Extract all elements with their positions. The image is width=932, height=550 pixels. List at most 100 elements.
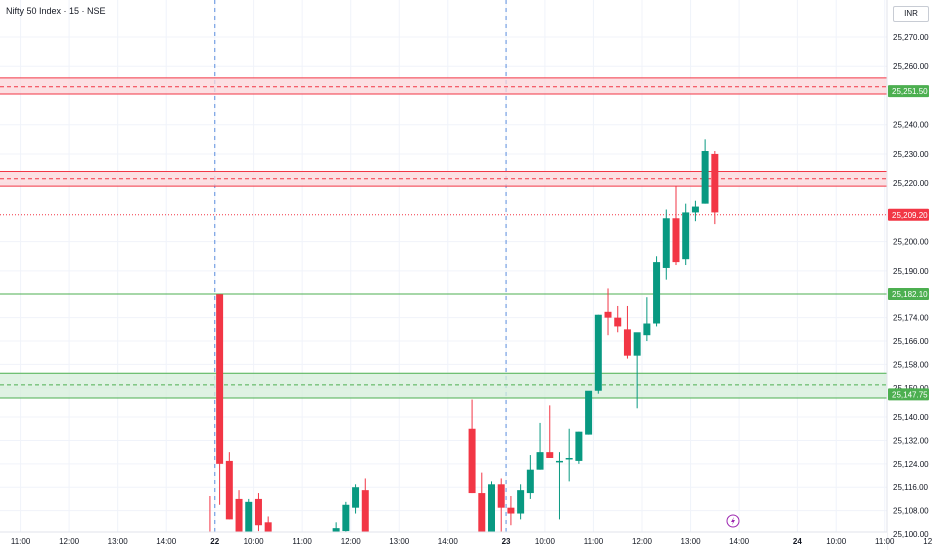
event-marker[interactable] xyxy=(726,514,740,528)
y-tick-label: 25,174.00 xyxy=(893,314,929,323)
candle-up xyxy=(682,203,690,266)
x-tick-label: 14:00 xyxy=(438,537,459,546)
candle-body xyxy=(546,452,554,458)
candle-body xyxy=(352,487,360,508)
y-tick-label: 25,124.00 xyxy=(893,460,929,469)
x-tick-label: 11:00 xyxy=(875,537,895,546)
candle-up xyxy=(526,455,534,499)
candle-body xyxy=(245,501,253,540)
time-axis: 11:00 12:00 13:00 14:00 22 10:00 11:00 12:00 13:… xyxy=(0,531,932,550)
candle-body xyxy=(478,493,486,540)
price-label-box xyxy=(888,287,929,300)
y-tick-label: 25,190.00 xyxy=(893,267,929,276)
candle-down xyxy=(604,288,612,336)
candle-body xyxy=(672,218,680,263)
x-tick-label: 22 xyxy=(210,537,219,546)
x-tick-label: 13:00 xyxy=(681,537,702,546)
candle-up xyxy=(662,209,670,280)
candle-body xyxy=(682,212,690,260)
candle-down xyxy=(546,405,554,458)
symbol-title: Nifty 50 Index · 15 · NSE xyxy=(6,6,106,16)
candle-body xyxy=(585,390,593,435)
lightning-glyph xyxy=(731,517,735,525)
y-tick-label: 25,240.00 xyxy=(893,121,929,130)
candle-body xyxy=(633,332,641,356)
y-tick-label: 25,132.00 xyxy=(893,436,929,445)
price-axis: 25,270.00 25,260.00 25,240.00 25,230.00 25,2… xyxy=(886,0,932,550)
price-zones xyxy=(0,77,887,545)
candle-up xyxy=(643,297,651,342)
candle-body xyxy=(342,504,350,532)
candle-up xyxy=(555,452,563,520)
x-tick-label: 12:00 xyxy=(341,537,362,546)
y-tick-label: 25,230.00 xyxy=(893,150,929,159)
candle-up xyxy=(691,200,699,222)
candle-body xyxy=(662,218,670,268)
y-tick-label: 25,166.00 xyxy=(893,337,929,346)
x-tick-label: 13:00 xyxy=(108,537,129,546)
price-label-box xyxy=(888,208,929,221)
candle-down xyxy=(254,493,262,532)
candle-body xyxy=(575,431,583,461)
x-tick-label: 10:00 xyxy=(244,537,265,546)
candle-up xyxy=(488,481,495,540)
candle-body xyxy=(254,498,262,526)
candle-body xyxy=(488,484,495,537)
candle-down xyxy=(225,452,233,520)
candle-body xyxy=(517,490,525,514)
x-tick-label: 11:00 xyxy=(292,537,312,546)
price-label: 25,251.50 xyxy=(892,87,928,96)
y-tick-label: 25,116.00 xyxy=(893,483,929,492)
x-tick-label: 23 xyxy=(502,537,511,546)
candle-body xyxy=(691,206,699,213)
candle-body xyxy=(643,323,651,336)
x-tick-label: 12:00 xyxy=(59,537,80,546)
candle-body xyxy=(711,153,719,213)
candle-body xyxy=(653,262,661,324)
candle-body xyxy=(235,498,243,543)
support-zone xyxy=(0,373,887,399)
candle-up xyxy=(585,390,593,435)
candle-down xyxy=(614,305,622,333)
y-tick-label: 25,260.00 xyxy=(893,62,929,71)
candle-body xyxy=(361,490,369,550)
resistance-zone xyxy=(0,77,887,95)
x-tick-label: 14:00 xyxy=(156,537,177,546)
candle-up xyxy=(536,422,544,470)
x-tick-label: 24 xyxy=(793,537,802,546)
candle-up xyxy=(633,332,641,409)
candle-body xyxy=(536,452,544,470)
y-tick-label: 25,200.00 xyxy=(893,238,929,247)
price-label-box xyxy=(888,85,929,98)
candle-body xyxy=(594,314,602,391)
candle-body xyxy=(225,460,233,520)
candle-up xyxy=(517,484,525,520)
candle-body xyxy=(614,317,622,327)
candle-body xyxy=(497,484,505,508)
y-tick-label: 25,270.00 xyxy=(893,33,929,42)
currency-button[interactable]: INR xyxy=(893,6,929,22)
x-tick-label: 11:00 xyxy=(11,537,31,546)
candle-down xyxy=(711,151,719,225)
y-tick-label: 25,140.00 xyxy=(893,413,929,422)
candle-body xyxy=(555,460,563,463)
candle-down xyxy=(468,399,476,494)
candle-body xyxy=(526,469,534,494)
candle-down xyxy=(507,495,515,526)
candle-body xyxy=(701,151,709,204)
candle-body xyxy=(468,428,476,494)
x-tick-label: 13:00 xyxy=(389,537,410,546)
candle-body xyxy=(623,329,631,356)
candle-up xyxy=(575,431,583,464)
candle-down xyxy=(216,294,224,505)
x-tick-label: 12:00 xyxy=(632,537,653,546)
x-tick-label: 11:00 xyxy=(584,537,604,546)
price-label: 25,147.75 xyxy=(892,390,928,399)
x-tick-label: 14:00 xyxy=(729,537,750,546)
y-tick-label: 25,100.00 xyxy=(893,530,929,539)
candle-up xyxy=(653,256,661,327)
candle-up xyxy=(352,484,360,514)
price-label-box xyxy=(888,388,929,401)
price-label: 25,209.20 xyxy=(892,211,928,220)
